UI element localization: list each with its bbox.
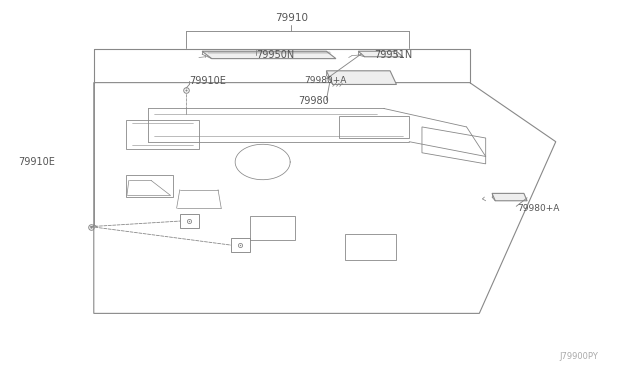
Polygon shape [202, 51, 336, 59]
Text: 79910E: 79910E [19, 157, 56, 167]
Text: 79951N: 79951N [374, 50, 412, 60]
Polygon shape [326, 71, 396, 84]
Text: 79950N: 79950N [256, 50, 294, 60]
Polygon shape [358, 51, 403, 57]
Polygon shape [492, 193, 527, 201]
Text: J79900PY: J79900PY [559, 352, 598, 361]
Text: 79910E: 79910E [189, 76, 227, 86]
Text: 79980+A: 79980+A [304, 76, 346, 85]
Text: 79910: 79910 [275, 13, 308, 23]
Text: 79980: 79980 [298, 96, 328, 106]
Text: 79980+A: 79980+A [518, 203, 560, 213]
